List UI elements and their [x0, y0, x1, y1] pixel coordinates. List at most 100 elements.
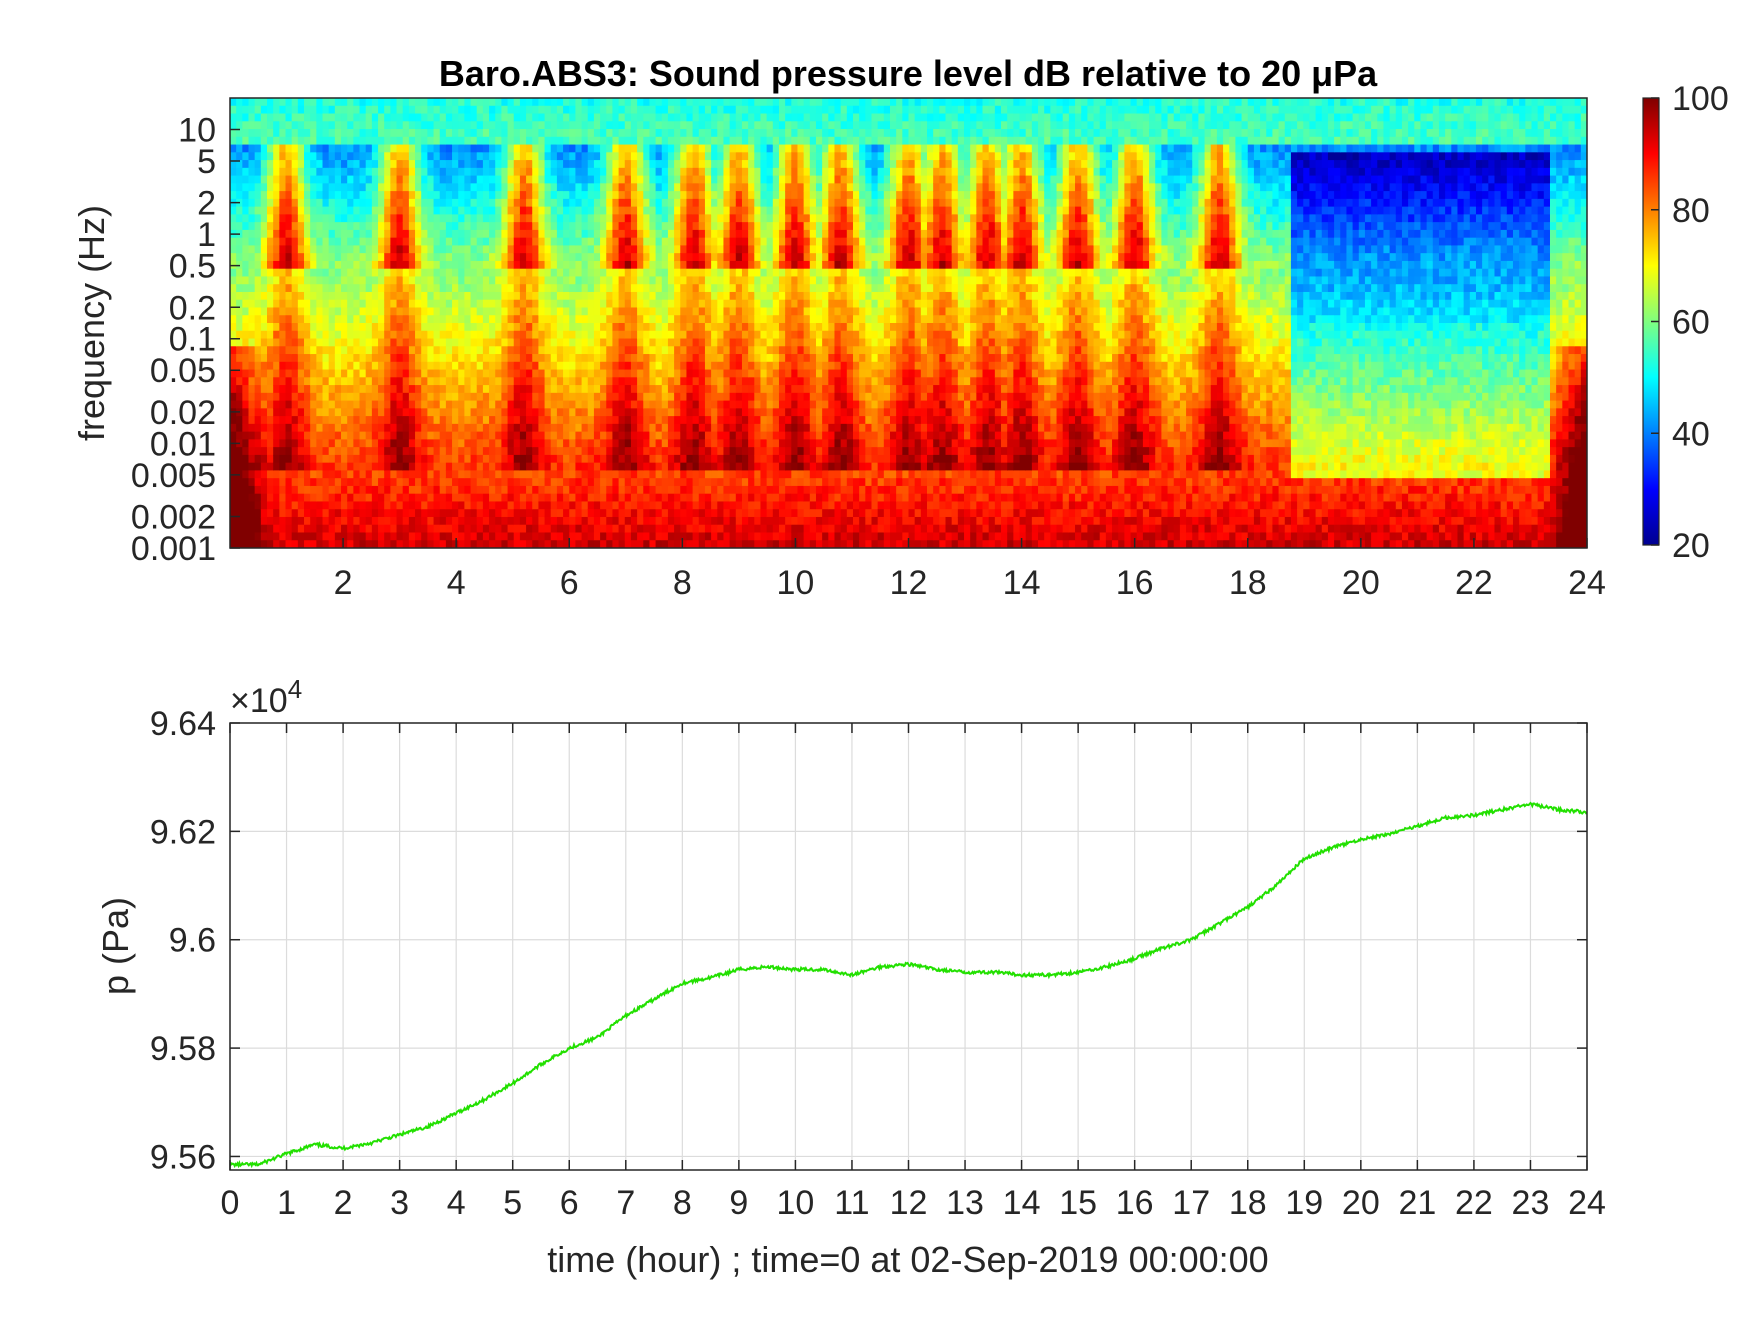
heatmap-cell: [680, 330, 688, 340]
heatmap-cell: [384, 423, 391, 433]
heatmap-cell: [285, 160, 293, 169]
heatmap-cell: [285, 470, 293, 479]
heatmap-cell: [439, 237, 447, 247]
heatmap-cell: [347, 113, 354, 122]
heatmap-cell: [433, 144, 441, 153]
heatmap-cell: [575, 315, 583, 324]
heatmap-cell: [618, 105, 626, 115]
heatmap-cell: [452, 229, 459, 239]
heatmap-cell: [748, 260, 755, 270]
heatmap-cell: [396, 229, 404, 239]
heatmap-cell: [421, 369, 428, 378]
heatmap-cell: [242, 291, 250, 301]
heatmap-cell: [704, 470, 712, 479]
heatmap-cell: [291, 175, 299, 184]
heatmap-cell: [310, 462, 317, 472]
heatmap-cell: [575, 400, 583, 409]
heatmap-cell: [341, 160, 348, 169]
heatmap-cell: [297, 408, 305, 417]
heatmap-cell: [507, 222, 515, 231]
heatmap-cell: [445, 229, 453, 239]
heatmap-cell: [347, 129, 354, 138]
heatmap-cell: [495, 113, 502, 122]
heatmap-cell: [692, 121, 700, 130]
heatmap-cell: [637, 299, 644, 309]
heatmap-cell: [624, 431, 632, 440]
heatmap-cell: [711, 509, 718, 518]
heatmap-cell: [569, 121, 577, 130]
heatmap-cell: [439, 369, 447, 378]
heatmap-cell: [600, 268, 607, 278]
heatmap-cell: [415, 121, 422, 130]
heatmap-cell: [754, 113, 762, 122]
heatmap-cell: [316, 439, 324, 448]
heatmap-cell: [667, 237, 675, 247]
heatmap-cell: [550, 338, 558, 347]
heatmap-cell: [600, 447, 607, 456]
heatmap-cell: [297, 229, 305, 239]
heatmap-cell: [230, 144, 237, 153]
heatmap-cell: [489, 354, 496, 363]
heatmap-cell: [384, 392, 391, 402]
heatmap-cell: [538, 315, 546, 324]
heatmap-cell: [680, 105, 688, 115]
heatmap-cell: [408, 237, 416, 247]
heatmap-cell: [464, 237, 472, 247]
heatmap-cell: [297, 447, 305, 456]
heatmap-cell: [723, 284, 731, 293]
heatmap-cell: [384, 105, 391, 115]
heatmap-cell: [236, 338, 243, 347]
heatmap-cell: [507, 237, 515, 247]
heatmap-cell: [341, 330, 348, 340]
heatmap-cell: [476, 485, 484, 495]
heatmap-cell: [655, 229, 663, 239]
heatmap-cell: [489, 470, 496, 479]
heatmap-cell: [649, 470, 657, 479]
heatmap-cell: [421, 540, 428, 548]
heatmap-cell: [396, 129, 404, 138]
heatmap-cell: [674, 338, 681, 347]
heatmap-cell: [544, 439, 552, 448]
heatmap-cell: [470, 439, 478, 448]
heatmap-cell: [476, 478, 484, 487]
heatmap-cell: [748, 447, 755, 456]
heatmap-cell: [316, 330, 324, 340]
heatmap-cell: [470, 369, 478, 378]
heatmap-cell: [593, 501, 601, 510]
heatmap-cell: [371, 540, 379, 548]
heatmap-cell: [711, 229, 718, 239]
heatmap-cell: [445, 160, 453, 169]
heatmap-cell: [495, 369, 502, 378]
heatmap-cell: [649, 462, 657, 472]
heatmap-cell: [674, 369, 681, 378]
heatmap-cell: [464, 470, 472, 479]
heatmap-cell: [285, 175, 293, 184]
heatmap-cell: [359, 478, 367, 487]
heatmap-cell: [606, 121, 614, 130]
heatmap-cell: [433, 105, 441, 115]
heatmap-cell: [495, 400, 502, 409]
heatmap-cell: [575, 276, 583, 285]
heatmap-cell: [378, 416, 385, 425]
heatmap-cell: [532, 354, 540, 363]
heatmap-cell: [717, 338, 725, 347]
heatmap-cell: [328, 152, 336, 161]
heatmap-cell: [408, 121, 416, 130]
heatmap-cell: [470, 253, 478, 262]
heatmap-cell: [674, 509, 681, 518]
heatmap-cell: [334, 493, 342, 503]
heatmap-cell: [445, 191, 453, 200]
heatmap-cell: [322, 113, 330, 122]
heatmap-cell: [347, 462, 354, 472]
heatmap-cell: [649, 509, 657, 518]
heatmap-cell: [273, 524, 280, 534]
heatmap-cell: [587, 113, 595, 122]
heatmap-cell: [470, 229, 478, 239]
heatmap-cell: [365, 214, 373, 223]
heatmap-cell: [507, 478, 515, 487]
heatmap-cell: [304, 191, 311, 200]
heatmap-cell: [606, 447, 614, 456]
heatmap-cell: [334, 160, 342, 169]
heatmap-cell: [353, 237, 361, 247]
heatmap-cell: [297, 338, 305, 347]
